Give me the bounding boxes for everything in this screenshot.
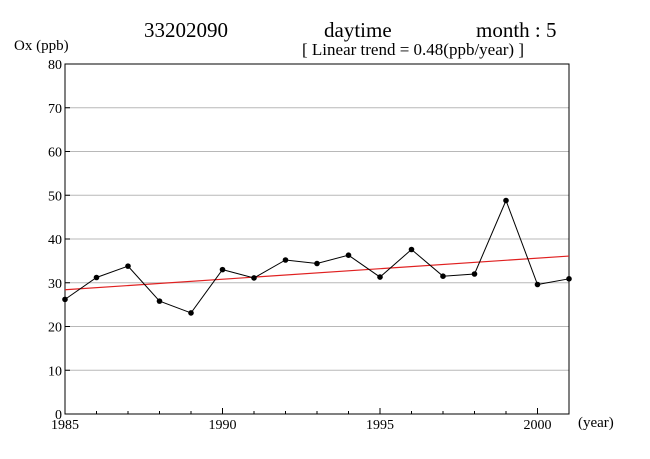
y-tick-label-80: 80 [48, 58, 62, 73]
data-point-1986 [93, 274, 100, 281]
data-point-1994 [345, 252, 352, 258]
tick-labels: 0 10 20 30 40 50 60 70 80 1985 1990 1995 2000 [48, 58, 570, 433]
data-point-2001 [566, 276, 572, 282]
y-tick-label-10: 10 [48, 364, 62, 379]
month-label: month : 5 [476, 18, 557, 42]
data-point-1998 [471, 271, 478, 277]
data-point-1985 [62, 296, 68, 303]
x-axis-label: (year) [578, 415, 614, 431]
y-tick-label-50: 50 [48, 189, 62, 204]
x-tick-label-1985: 1985 [51, 418, 79, 433]
series-line [64, 199, 570, 314]
data-point-1990 [219, 266, 226, 273]
y-tick-label-70: 70 [48, 102, 62, 117]
y-tick-label-0: 0 [55, 408, 62, 423]
data-point-1991 [251, 275, 257, 281]
y-tick-label-40: 40 [48, 233, 62, 248]
plot-frame [64, 63, 570, 415]
data-point-1999 [503, 197, 509, 204]
x-tick-label-1990: 1990 [209, 418, 237, 433]
trend-line [64, 255, 570, 291]
data-point-1988 [156, 298, 163, 304]
data-point-1993 [314, 260, 320, 267]
x-tick-label-1995: 1995 [366, 418, 394, 433]
y-tick-label-20: 20 [48, 321, 62, 336]
grid-lines [65, 107, 569, 371]
data-point-1987 [125, 263, 131, 269]
period-label: daytime [324, 18, 392, 42]
y-axis-label: Ox (ppb) [14, 38, 69, 54]
data-point-1997 [440, 273, 446, 279]
data-points [62, 197, 572, 316]
data-point-1992 [282, 257, 289, 263]
data-point-1995 [377, 274, 383, 280]
trend-label: [ Linear trend = 0.48(ppb/year) ] [302, 40, 524, 59]
x-tick-label-2000: 2000 [524, 418, 552, 433]
y-tick-label-60: 60 [48, 146, 62, 161]
data-point-1996 [408, 246, 415, 253]
data-point-2000 [534, 281, 541, 288]
y-tick-label-30: 30 [48, 277, 62, 292]
station-id: 33202090 [144, 18, 228, 42]
data-point-1989 [188, 310, 194, 316]
